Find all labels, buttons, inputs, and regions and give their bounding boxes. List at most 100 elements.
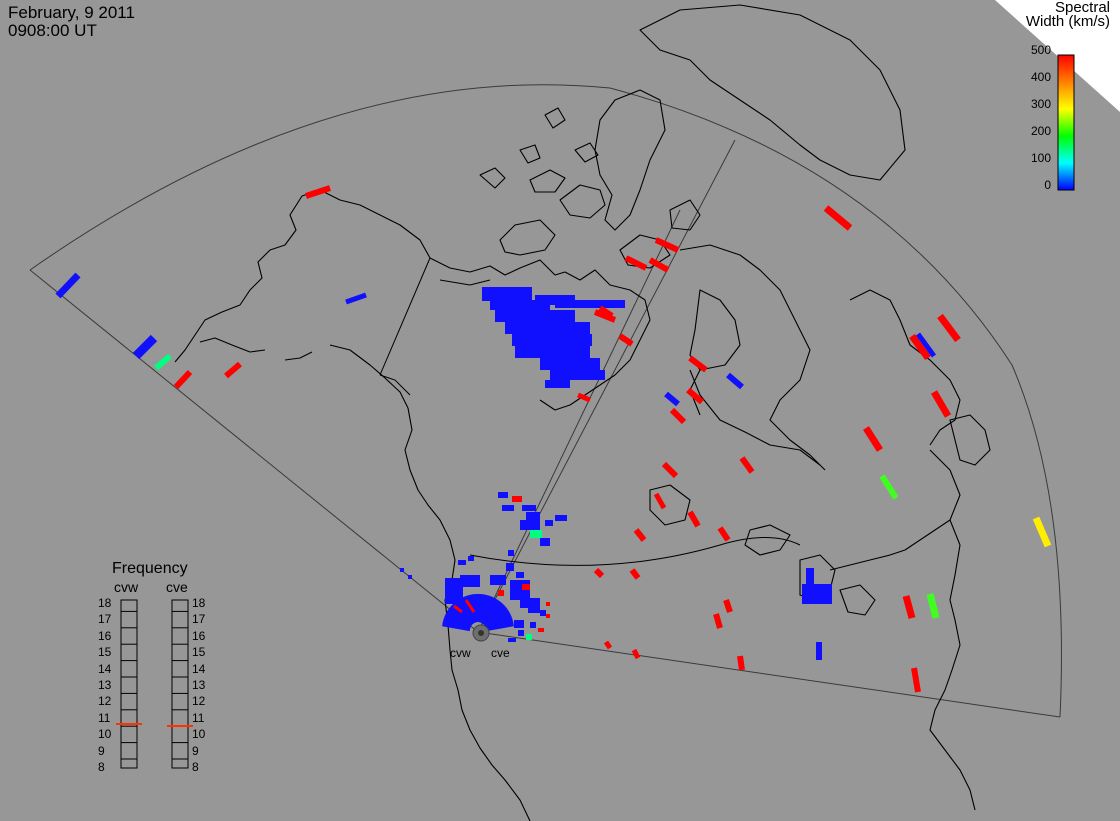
colorbar-tick: 400: [1030, 70, 1051, 84]
scatter-cell: [520, 598, 540, 608]
scatter-cell: [863, 426, 883, 452]
scatter-cell: [506, 563, 514, 571]
political-borders: [379, 257, 801, 566]
scatter-cell: [816, 642, 822, 660]
radar-site-marker: [472, 624, 490, 642]
scatter-cell: [502, 505, 514, 511]
cve-frequency-tick: 12: [192, 694, 206, 709]
scatter-cell: [726, 372, 744, 390]
frequency-title: Frequency: [112, 560, 188, 577]
cvw-frequency-tick: 11: [98, 710, 111, 725]
scatter-cell: [723, 599, 733, 613]
colorbar-tick: 300: [1030, 97, 1051, 111]
cve-frequency-tick: 16: [192, 628, 206, 643]
cve-frequency-tick: 15: [192, 645, 206, 660]
scatter-cell: [515, 346, 590, 358]
scatter-cell: [823, 205, 853, 231]
colorbar-tick: 500: [1030, 43, 1051, 57]
cve-frequency-tick: 13: [192, 678, 206, 692]
cvw-frequency-tick: 8: [98, 760, 105, 774]
cve-site-label: cve: [491, 646, 510, 660]
frequency-bars: [116, 599, 193, 769]
cve-frequency-tick: 9: [192, 743, 199, 758]
cve-frequency-tick: 14: [192, 661, 206, 676]
scatter-cells: [55, 185, 1052, 693]
scatter-cell: [468, 556, 474, 561]
scatter-cell: [937, 313, 961, 343]
scatter-cell: [737, 655, 745, 671]
cvw-frequency-tick: 10: [98, 727, 112, 742]
scatter-cell: [545, 520, 553, 526]
scatter-cell: [629, 568, 641, 580]
scatter-cell: [598, 305, 614, 319]
scatter-cell: [453, 604, 463, 614]
scatter-cell: [526, 512, 540, 520]
scatter-cell: [546, 614, 550, 618]
date-label: February, 9 2011: [8, 3, 135, 22]
colorbar-tick: 100: [1030, 151, 1051, 165]
scatter-cell: [408, 575, 412, 579]
cvw-frequency-tick: 9: [98, 743, 105, 758]
scatter-cell: [534, 600, 540, 606]
cvw-frequency-tick: 17: [98, 612, 112, 627]
cve-frequency-tick: 18: [192, 596, 206, 610]
scatter-cell: [1032, 516, 1052, 548]
scatter-cell: [498, 590, 504, 596]
scatter-cell: [520, 520, 540, 530]
scatter-cell: [482, 287, 532, 301]
scatter-cell: [345, 292, 367, 305]
scatter-cell: [926, 593, 940, 619]
time-label: 0908:00 UT: [8, 21, 97, 40]
cvw-frequency-tick: 12: [98, 694, 112, 709]
coastlines: [174, 4, 991, 821]
scatter-cell: [545, 380, 570, 388]
scatter-cell: [518, 630, 524, 636]
scatter-cell: [806, 568, 814, 588]
scatter-cell: [512, 496, 522, 502]
cvw-frequency-tick: 15: [98, 645, 112, 660]
colorbar-gradient: [1057, 54, 1075, 191]
scatter-cell: [546, 602, 550, 606]
scatter-cell: [522, 584, 530, 590]
scatter-cell: [688, 355, 708, 373]
scatter-cell: [902, 595, 916, 619]
scatter-cell: [915, 332, 937, 358]
scatter-cell: [224, 361, 242, 379]
scatter-cell: [631, 648, 641, 660]
scatter-cell: [555, 300, 625, 308]
scatter-cell: [717, 526, 731, 542]
scatter-cell: [400, 568, 404, 572]
cve-frequency-label: cve: [166, 579, 188, 595]
scatter-cell: [624, 255, 648, 271]
scatter-cell: [55, 272, 81, 299]
cvw-site-label: cvw: [450, 646, 471, 660]
scatter-cell: [508, 638, 516, 642]
scatter-cell: [593, 309, 617, 323]
cve-frequency-tick: 10: [192, 727, 206, 742]
scatter-cell: [516, 572, 524, 578]
cvw-frequency-tick: 18: [98, 596, 112, 610]
cve-frequency-tick: 11: [192, 710, 205, 725]
scatter-cell: [445, 578, 463, 604]
cve-frequency-tick: 8: [192, 760, 199, 774]
scatter-cell: [633, 528, 647, 542]
scatter-cell: [686, 387, 704, 405]
scatter-cell: [664, 391, 680, 407]
scatter-cell: [713, 613, 723, 629]
scatter-cell: [530, 530, 542, 538]
colorbar-tick: 200: [1030, 124, 1051, 138]
scatter-cell: [505, 322, 590, 334]
scatter-cell: [911, 667, 921, 693]
scatter-cell: [305, 185, 331, 199]
scatter-cell: [930, 390, 952, 418]
cvw-frequency-label: cvw: [114, 579, 139, 595]
scatter-cell: [648, 257, 670, 273]
scatter-cell: [687, 510, 701, 528]
scatter-cell: [460, 575, 480, 587]
scatter-cell: [739, 456, 755, 474]
scatter-cell: [490, 575, 506, 585]
scatter-cell: [132, 334, 158, 360]
scatter-cell: [540, 358, 600, 370]
